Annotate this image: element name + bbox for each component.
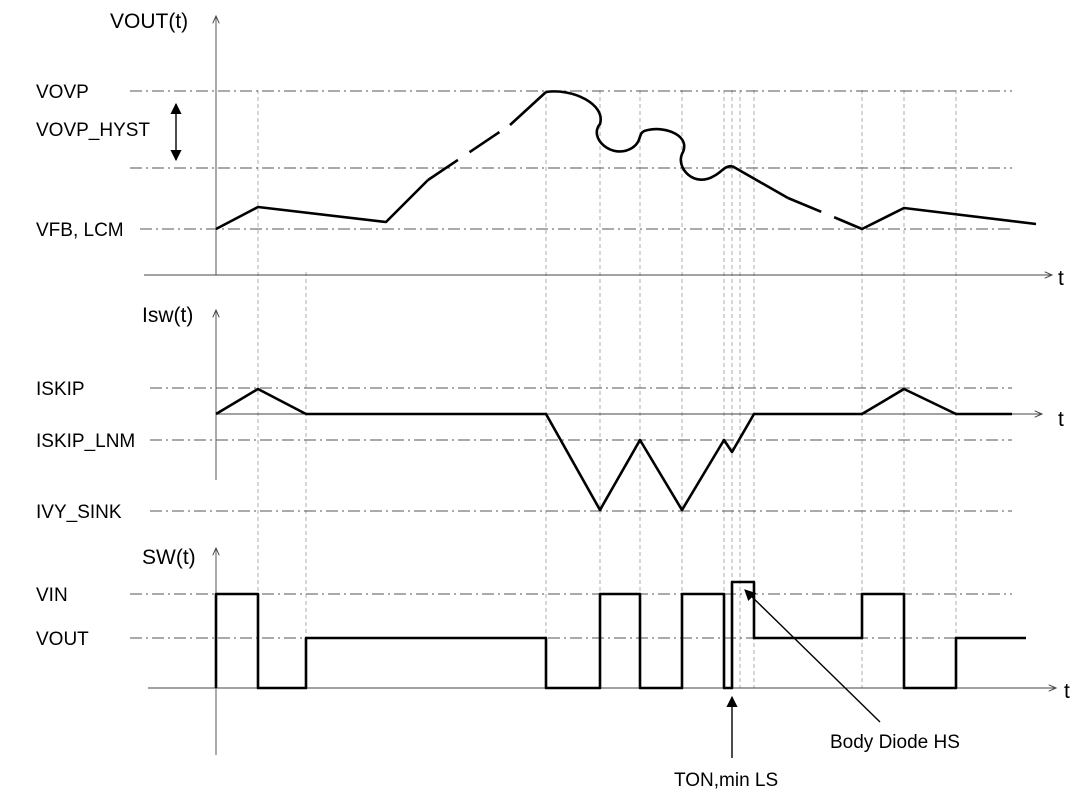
vovp-hyst-label: VOVP_HYST <box>36 120 150 141</box>
sw-time-label: t <box>1064 680 1070 703</box>
vout-time-label: t <box>1058 267 1064 290</box>
sw-panel: SW(t) t VIN VOUT <box>36 546 1070 755</box>
vout-waveform-end <box>835 206 1037 231</box>
vout-waveform-low <box>215 179 429 231</box>
vout-waveform-rise-dashed <box>427 123 511 182</box>
ivy-sink-label: IVY_SINK <box>36 502 122 523</box>
iskip-label: ISKIP <box>36 379 85 400</box>
vout-waveform-fall <box>731 164 789 200</box>
vovp-label: VOVP <box>36 82 89 103</box>
vout-waveform-fall-dashed <box>787 196 837 220</box>
iskip-lnm-label: ISKIP_LNM <box>36 431 135 452</box>
sw-waveform <box>214 580 1026 690</box>
body-diode-label: Body Diode HS <box>830 732 960 753</box>
vout-waveform-rise <box>509 91 547 126</box>
vout-panel: VOUT(t) t VOVP VOVP_HYST VFB, LCM <box>36 10 1064 290</box>
body-diode-pointer <box>744 589 881 723</box>
vfb-lcm-label: VFB, LCM <box>36 220 124 241</box>
vout-axis-label: VOUT(t) <box>110 10 188 33</box>
ton-min-label: TON,min LS <box>674 770 778 791</box>
isw-waveform <box>215 387 1012 512</box>
vertical-grid-lines <box>257 90 957 688</box>
sw-axis-label: SW(t) <box>142 546 196 569</box>
isw-time-label: t <box>1058 408 1064 431</box>
isw-axis-label: Isw(t) <box>142 304 193 327</box>
vin-label: VIN <box>36 585 68 606</box>
annotations: Body Diode HS TON,min LS <box>674 589 960 791</box>
vout-level-label: VOUT <box>36 629 89 650</box>
isw-panel: Isw(t) t ISKIP ISKIP_LNM IVY_SINK <box>36 304 1064 523</box>
vout-waveform-ringing <box>545 90 733 181</box>
